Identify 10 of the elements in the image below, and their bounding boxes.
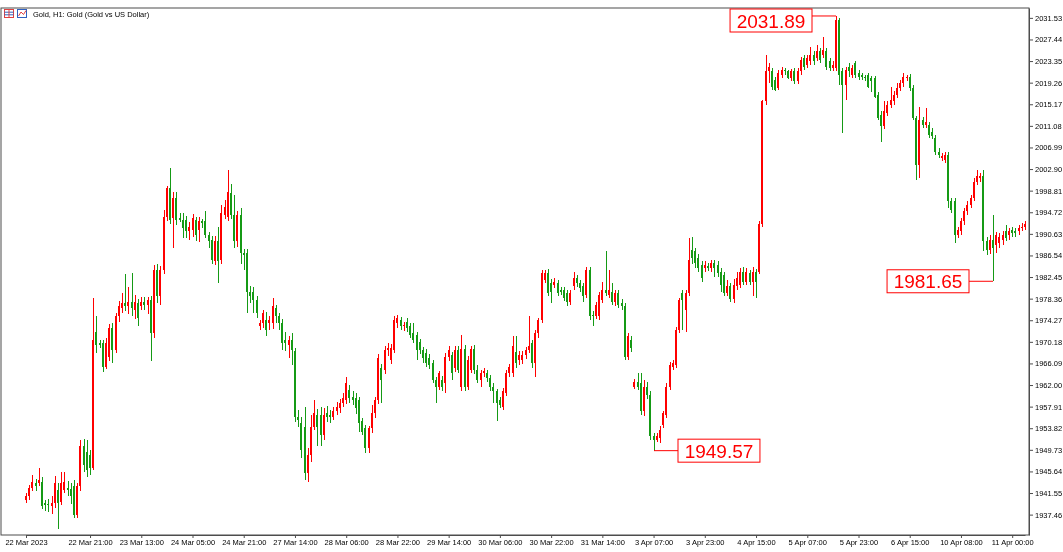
candlestick xyxy=(979,172,981,182)
annotation: 1981.65 xyxy=(893,270,963,292)
candlestick xyxy=(941,153,943,162)
candlestick xyxy=(124,274,126,312)
candlestick xyxy=(992,215,994,282)
candlestick xyxy=(605,251,607,297)
candlestick xyxy=(861,72,863,80)
annotation: 1949.57 xyxy=(684,440,754,462)
annotation: 2031.89 xyxy=(736,10,806,31)
candlestick xyxy=(1014,228,1016,237)
